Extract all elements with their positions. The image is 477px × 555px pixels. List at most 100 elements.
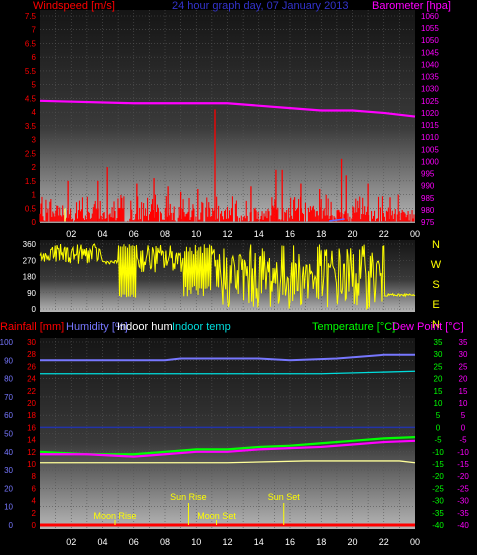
chart-title: 24 hour graph day, 07 January 2013 (172, 0, 349, 12)
dew-point-tick-label: -30 (457, 497, 469, 506)
barometer-tick-label: 1060 (421, 12, 439, 21)
barometer-tick-label: 985 (421, 194, 435, 203)
dew-point-axis-title: Dew Point [°C] (392, 321, 464, 333)
dew-point-tick-label: -15 (457, 460, 469, 469)
humidity-tick-label: 40 (4, 448, 13, 457)
x-tick-label: 04 (97, 229, 107, 239)
rainfall-tick-label: 22 (27, 387, 36, 396)
event-label: Sun Set (268, 492, 301, 502)
humidity-line (40, 353, 415, 362)
direction-tick-label: 270 (23, 256, 37, 265)
temperature-line (39, 436, 416, 456)
barometer-tick-label: 980 (421, 206, 435, 215)
compass-label: S (432, 279, 439, 291)
barometer-axis-title: Barometer [hpa] (372, 0, 451, 12)
humidity-tick-label: 100 (0, 338, 14, 347)
temperature-tick-label: -35 (432, 509, 444, 518)
x-tick-label: 02 (66, 537, 76, 547)
temperature-tick-label: 10 (434, 399, 443, 408)
x-tick-label: 14 (254, 537, 264, 547)
rainfall-tick-label: 4 (32, 497, 37, 506)
compass-label: E (432, 299, 439, 311)
dew-point-tick-label: -10 (457, 448, 469, 457)
windspeed-axis-title: Windspeed [m/s] (33, 0, 115, 12)
rainfall-tick-label: 8 (32, 472, 37, 481)
x-tick-label: 18 (316, 229, 326, 239)
x-tick-label: 06 (129, 229, 139, 239)
temperature-tick-label: 30 (434, 350, 443, 359)
dew-point-tick-label: 30 (459, 350, 468, 359)
x-tick-label: 10 (191, 537, 201, 547)
indoor-hum-label: Indoor hum (117, 321, 173, 333)
windspeed-tick-label: 3 (32, 136, 37, 145)
humidity-tick-label: 20 (4, 484, 13, 493)
barometer-tick-label: 1055 (421, 24, 439, 33)
humidity-tick-label: 60 (4, 411, 13, 420)
event-label: Moon Rise (93, 511, 136, 521)
x-tick-label: 20 (347, 537, 357, 547)
x-tick-label: 08 (160, 229, 170, 239)
dew-point-tick-label: -35 (457, 509, 469, 518)
rainfall-tick-label: 26 (27, 362, 36, 371)
temperature-tick-label: -25 (432, 484, 444, 493)
barometer-tick-label: 1005 (421, 145, 439, 154)
temperature-tick-label: -10 (432, 448, 444, 457)
x-tick-label: 12 (222, 229, 232, 239)
dew-point-tick-label: -5 (459, 436, 467, 445)
x-tick-label: 22 (379, 229, 389, 239)
windspeed-tick-label: 5.5 (25, 67, 37, 76)
barometer-tick-label: 1020 (421, 109, 439, 118)
rainfall-tick-label: 12 (27, 448, 36, 457)
windspeed-tick-label: 7.5 (25, 12, 37, 21)
windspeed-tick-label: 1 (32, 191, 37, 200)
windspeed-tick-label: 1.5 (25, 177, 37, 186)
windspeed-tick-label: 5 (32, 81, 37, 90)
humidity-tick-label: 50 (4, 430, 13, 439)
x-tick-label: 20 (347, 229, 357, 239)
dew-point-tick-label: 0 (461, 423, 466, 432)
direction-tick-label: 90 (27, 289, 36, 298)
barometer-tick-label: 1000 (421, 157, 439, 166)
direction-tick-label: 360 (23, 240, 37, 249)
x-tick-label: 22 (379, 537, 389, 547)
barometer-line (39, 99, 416, 118)
rainfall-tick-label: 0 (32, 521, 37, 530)
temperature-tick-label: -5 (434, 436, 442, 445)
indoor-temp-label: Indoor temp (172, 321, 231, 333)
temperature-tick-label: 20 (434, 375, 443, 384)
windspeed-tick-label: 7 (32, 26, 37, 35)
indoor-temp-line (40, 370, 416, 375)
x-tick-label: 10 (191, 229, 201, 239)
barometer-tick-label: 1015 (421, 121, 439, 130)
barometer-tick-label: 1050 (421, 36, 439, 45)
dew-point-tick-label: 35 (459, 338, 468, 347)
dew-point-tick-label: -20 (457, 472, 469, 481)
windspeed-tick-label: 3.5 (25, 122, 37, 131)
windspeed-tick-label: 4 (32, 108, 37, 117)
dew-point-tick-label: -25 (457, 484, 469, 493)
rainfall-tick-label: 6 (32, 484, 37, 493)
humidity-tick-label: 0 (9, 521, 14, 530)
rainfall-tick-label: 10 (27, 460, 36, 469)
dew-point-line (40, 439, 416, 458)
temperature-tick-label: -20 (432, 472, 444, 481)
compass-label: N (432, 319, 440, 331)
rainfall-tick-label: 14 (27, 436, 36, 445)
windspeed-tick-label: 0 (32, 218, 37, 227)
temperature-tick-label: 35 (434, 338, 443, 347)
barometer-tick-label: 995 (421, 170, 435, 179)
dew-point-tick-label: 20 (459, 375, 468, 384)
compass-label: W (431, 259, 442, 271)
indoor-hum-line (40, 460, 416, 464)
wind-direction-trace (39, 243, 416, 311)
dew-point-tick-label: 25 (459, 362, 468, 371)
x-tick-label: 00 (410, 229, 420, 239)
windspeed-tick-label: 6.5 (25, 39, 37, 48)
compass-label: N (432, 239, 440, 251)
barometer-tick-label: 1030 (421, 85, 439, 94)
temperature-tick-label: 15 (434, 387, 443, 396)
dew-point-tick-label: 10 (459, 399, 468, 408)
x-tick-label: 16 (285, 537, 295, 547)
rainfall-tick-label: 18 (27, 411, 36, 420)
